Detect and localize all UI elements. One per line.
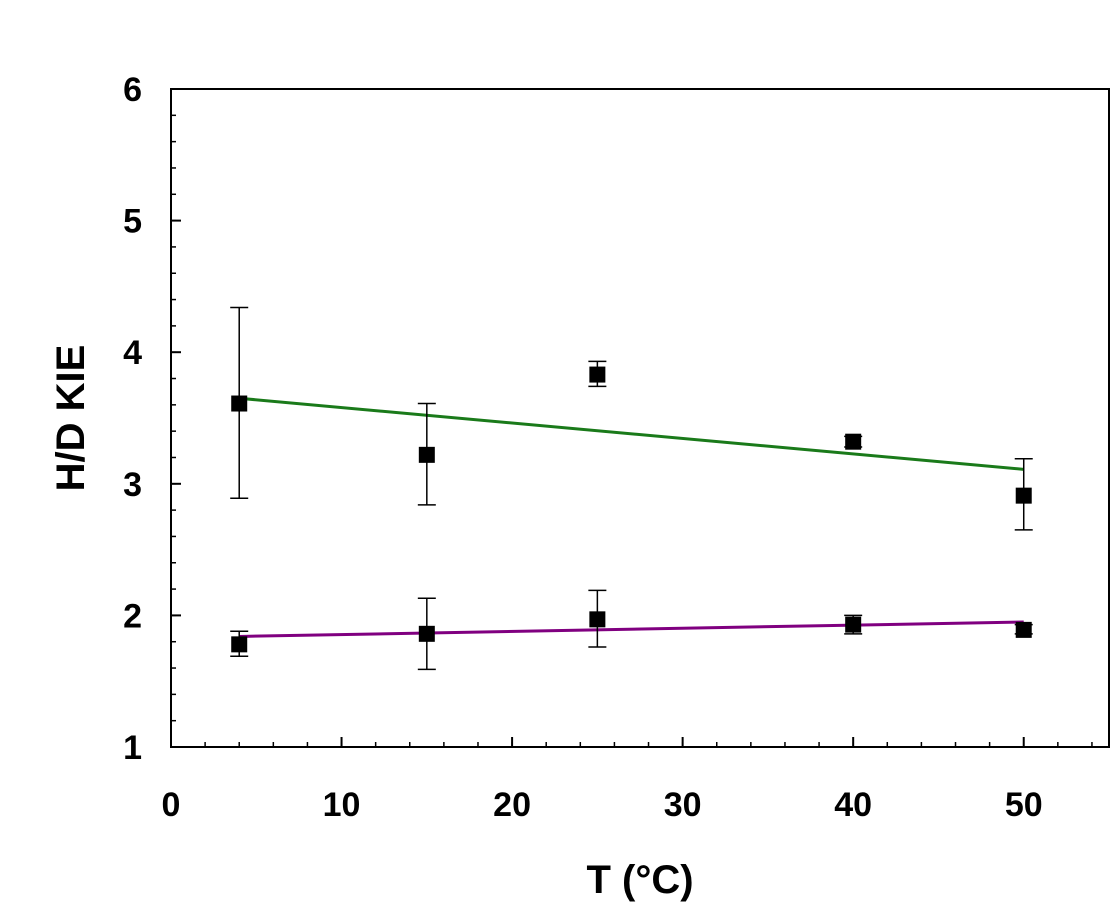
x-tick-label: 10 xyxy=(323,786,361,824)
y-tick-label: 6 xyxy=(123,71,142,109)
fit-lines xyxy=(239,396,1024,638)
data-point xyxy=(845,433,862,450)
x-tick-label: 50 xyxy=(1005,786,1043,824)
x-axis-title: T (°C) xyxy=(586,858,693,902)
x-tick-label: 40 xyxy=(834,786,872,824)
plot-frame xyxy=(170,88,1110,748)
data-point xyxy=(1015,621,1032,638)
fit-line-1 xyxy=(239,396,1024,471)
data-point xyxy=(1015,487,1032,504)
y-tick-label: 4 xyxy=(123,334,142,372)
data-point xyxy=(418,625,435,642)
y-axis-title: H/D KIE xyxy=(49,345,93,492)
y-tick-label: 3 xyxy=(123,466,142,504)
x-tick-labels: 0 10 20 30 40 50 xyxy=(162,786,1043,824)
y-tick-label: 2 xyxy=(123,597,142,635)
y-tick-label: 1 xyxy=(123,729,142,767)
x-tick-label: 20 xyxy=(493,786,531,824)
data-point xyxy=(231,395,248,412)
data-point xyxy=(589,366,606,383)
x-tick-label: 30 xyxy=(664,786,702,824)
minor-ticks xyxy=(170,88,1093,748)
y-tick-labels: 1 2 3 4 5 6 xyxy=(123,71,142,767)
fit-line-2 xyxy=(239,620,1024,638)
data-markers xyxy=(231,366,1032,653)
x-tick-label: 0 xyxy=(162,786,181,824)
data-point xyxy=(589,611,606,628)
data-point xyxy=(418,446,435,463)
y-tick-label: 5 xyxy=(123,203,142,241)
data-point xyxy=(845,616,862,633)
error-bars xyxy=(230,306,1033,671)
data-point xyxy=(231,636,248,653)
major-ticks xyxy=(170,88,1025,748)
